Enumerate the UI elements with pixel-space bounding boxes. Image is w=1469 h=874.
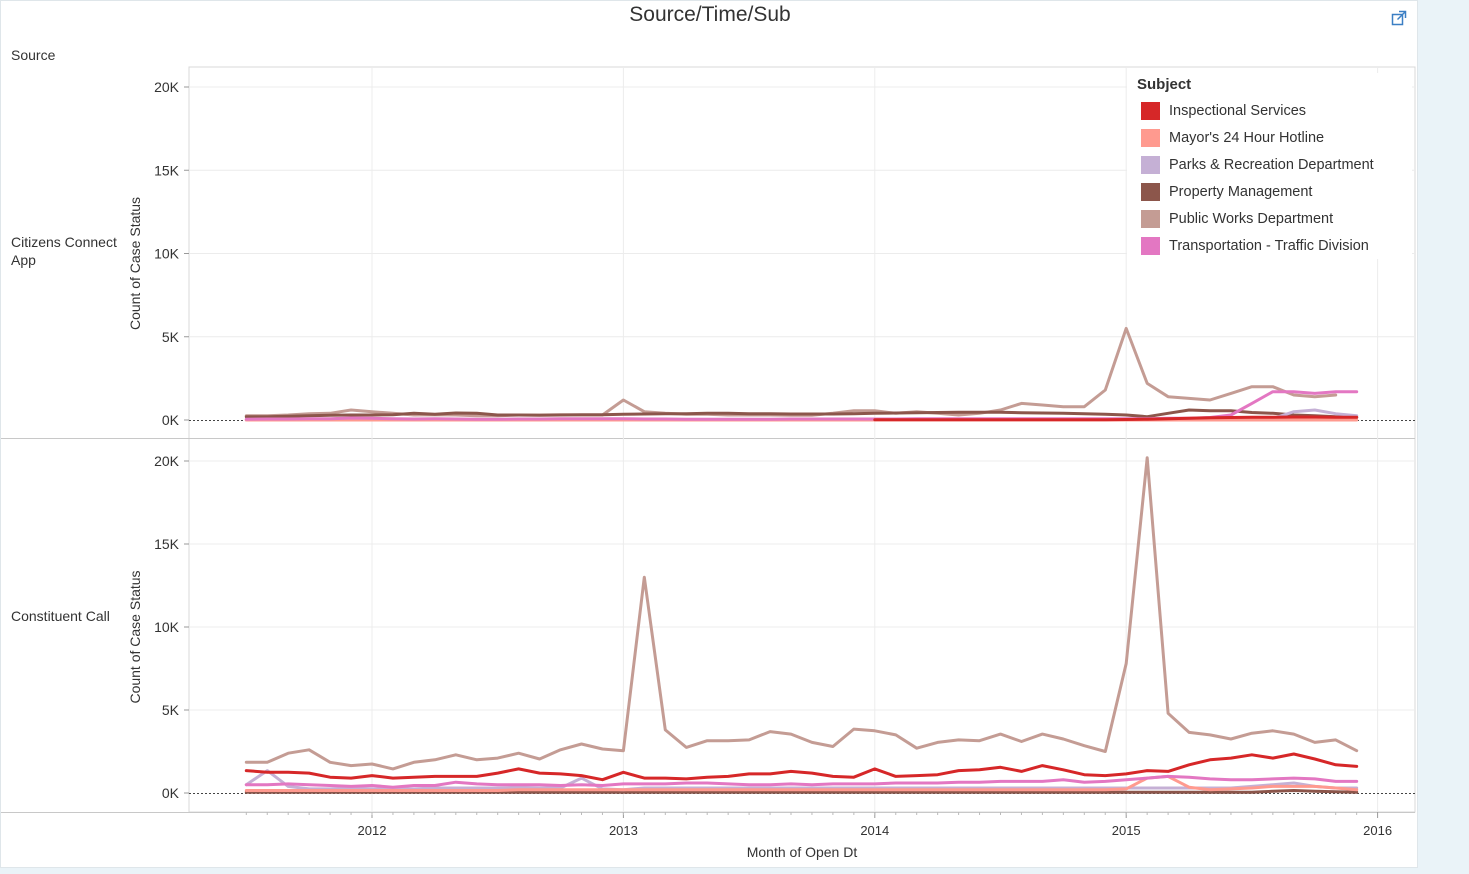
x-tick-label: 2013 (609, 823, 638, 838)
legend-item-property-management[interactable]: Property Management (1127, 178, 1412, 205)
series-line-transportation-traffic-division (244, 774, 1359, 789)
y-tick-label: 0K (162, 412, 180, 428)
row-label-constituent-call: Constituent Call (11, 608, 110, 624)
x-tick-label: 2012 (358, 823, 387, 838)
series-line-property-management (244, 408, 1359, 419)
legend-item-mayors-24-hour-hotline[interactable]: Mayor's 24 Hour Hotline (1127, 124, 1412, 151)
row-label-citizens-connect-app: Citizens Connect App (11, 234, 117, 268)
chart-title: Source/Time/Sub (629, 3, 791, 26)
x-tick-label: 2014 (860, 823, 889, 838)
legend-swatch (1141, 236, 1160, 255)
y-tick-label: 0K (162, 785, 180, 801)
x-tick-label: 2016 (1363, 823, 1392, 838)
legend-title: Subject (1137, 76, 1192, 93)
series-line-property-management (244, 789, 1359, 794)
legend-swatch (1141, 101, 1160, 120)
y-tick-label: 5K (162, 702, 180, 718)
legend-label: Property Management (1169, 183, 1313, 200)
series-line-mayor-s-24-hour-hotline (244, 774, 1359, 792)
series-line-inspectional-services (873, 415, 1359, 422)
legend-label: Parks & Recreation Department (1169, 156, 1374, 173)
legend: Subject Inspectional Services Mayor's 24… (1127, 73, 1412, 259)
legend-swatch (1141, 128, 1160, 147)
row-header-source: Source (11, 47, 56, 63)
y-tick-label: 20K (154, 79, 180, 95)
y-tick-label: 10K (154, 619, 180, 635)
y-tick-label: 20K (154, 453, 180, 469)
legend-swatch (1141, 209, 1160, 228)
legend-item-inspectional-services[interactable]: Inspectional Services (1127, 97, 1412, 124)
y-tick-label: 10K (154, 246, 180, 262)
viz-container: Source/Time/Sub Source 2012 2013 2014 2015 2… (0, 0, 1418, 868)
legend-swatch (1141, 155, 1160, 174)
line-chart: 2012 2013 2014 2015 2016 Month of Open Dt 0K 5K… (1, 66, 1416, 860)
external-link-icon[interactable] (1391, 10, 1407, 26)
series-line-public-works-department (244, 326, 1338, 418)
legend-item-transportation-traffic[interactable]: Transportation - Traffic Division (1127, 232, 1412, 259)
legend-item-public-works[interactable]: Public Works Department (1127, 205, 1412, 232)
series-line-inspectional-services (244, 752, 1359, 782)
x-axis-title: Month of Open Dt (747, 844, 858, 860)
legend-label: Transportation - Traffic Division (1169, 237, 1369, 254)
legend-label: Inspectional Services (1169, 102, 1307, 119)
series-line-parks-recreation-department (244, 769, 1359, 792)
y-axis-title: Count of Case Status (127, 197, 143, 330)
y-tick-label: 15K (154, 536, 180, 552)
y-tick-label: 5K (162, 329, 180, 345)
x-tick-label: 2015 (1112, 823, 1141, 838)
legend-label: Public Works Department (1169, 210, 1334, 227)
y-axis-title: Count of Case Status (127, 570, 143, 703)
legend-label: Mayor's 24 Hour Hotline (1169, 129, 1325, 146)
legend-swatch (1141, 182, 1160, 201)
series-line-public-works-department (244, 456, 1359, 771)
legend-item-parks-recreation[interactable]: Parks & Recreation Department (1127, 151, 1412, 178)
y-tick-label: 15K (154, 162, 180, 178)
